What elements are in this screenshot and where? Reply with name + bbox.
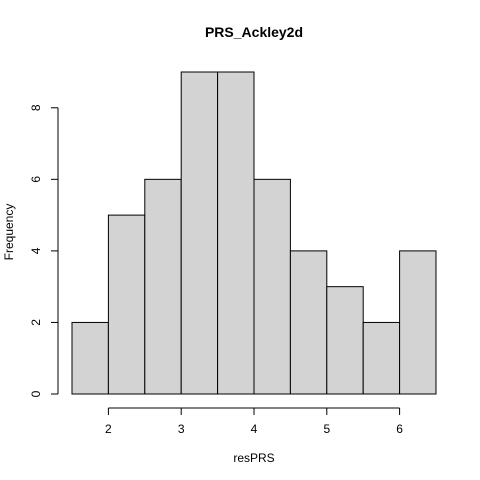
- chart-title: PRS_Ackley2d: [205, 24, 303, 40]
- x-axis-label: resPRS: [233, 451, 274, 465]
- y-tick-label: 8: [29, 104, 43, 111]
- y-tick-label: 4: [29, 247, 43, 254]
- y-tick-label: 6: [29, 176, 43, 183]
- x-tick-label: 4: [251, 422, 258, 436]
- x-tick-label: 3: [178, 422, 185, 436]
- histogram-bar-7: [326, 286, 364, 395]
- x-tick-label: 2: [105, 422, 112, 436]
- histogram-bar-0: [71, 321, 109, 395]
- y-tick-label: 2: [29, 319, 43, 326]
- y-axis: 0 2 4 6 8: [29, 104, 59, 397]
- x-tick-label: 6: [396, 422, 403, 436]
- x-tick-label: 5: [323, 422, 330, 436]
- histogram-bar-5: [253, 178, 291, 395]
- histogram-bar-1: [107, 214, 146, 395]
- bars-group: [71, 71, 437, 395]
- x-axis: 2 3 4 5 6: [105, 407, 403, 436]
- histogram-bar-6: [289, 250, 328, 395]
- y-tick-label: 0: [29, 390, 43, 397]
- histogram-bar-3: [180, 71, 219, 395]
- y-axis-label: Frequency: [2, 204, 16, 261]
- histogram-bar-2: [144, 178, 182, 395]
- histogram-bar-8: [362, 321, 401, 395]
- histogram-bar-9: [399, 250, 437, 395]
- histogram-bar-4: [217, 71, 255, 395]
